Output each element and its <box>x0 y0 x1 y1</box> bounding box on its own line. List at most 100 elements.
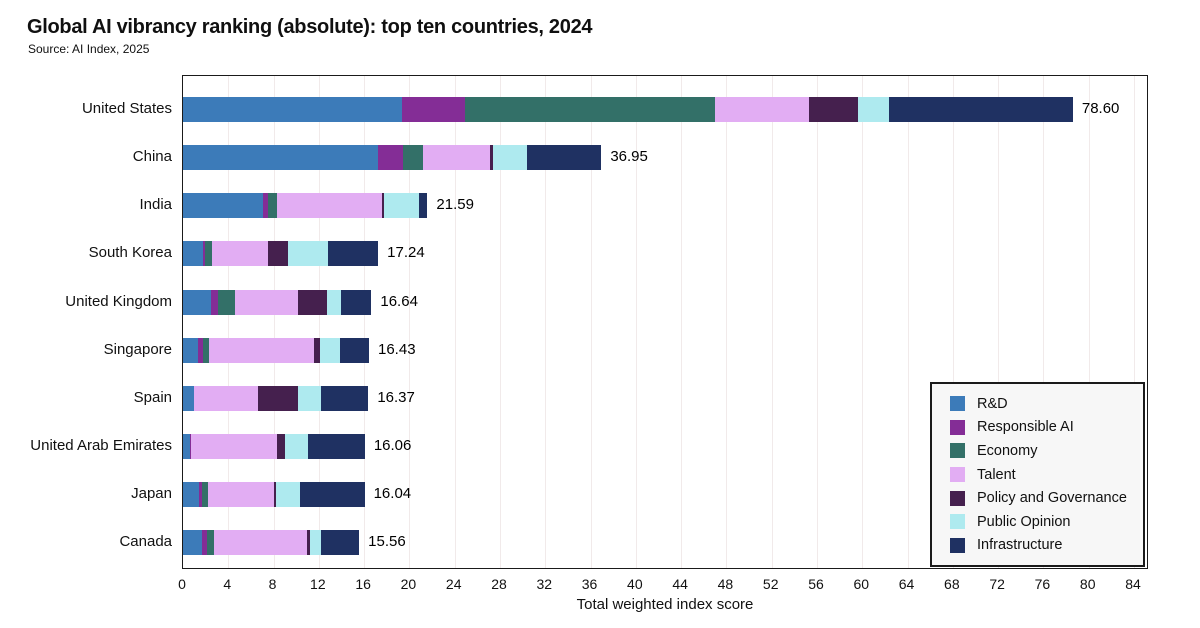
bar-segment <box>183 97 402 122</box>
x-tick-label: 72 <box>989 576 1005 592</box>
legend-swatch <box>950 467 965 483</box>
gridline <box>228 76 230 568</box>
plot-area <box>182 75 1148 569</box>
bar-segment <box>202 337 210 363</box>
bar-segment <box>313 337 320 363</box>
bar-segment <box>183 337 199 363</box>
bar-segment <box>194 385 258 411</box>
bar-segment <box>183 385 194 411</box>
bar-row <box>183 385 369 411</box>
legend-label: R&D <box>977 395 1008 412</box>
bar-segment <box>526 145 602 171</box>
legend-swatch <box>950 537 965 553</box>
bar-segment <box>340 337 369 363</box>
bar-segment <box>287 241 329 267</box>
country-label: United Arab Emirates <box>30 437 172 455</box>
bar-segment <box>198 337 203 363</box>
bar-segment <box>401 97 465 122</box>
legend-items: R&D Responsible AI Economy Talent Policy and… <box>942 392 1133 557</box>
bar-segment <box>267 241 288 267</box>
gridline <box>318 76 320 568</box>
gridline <box>454 76 456 568</box>
gridline <box>1088 76 1090 568</box>
legend: R&D Responsible AI Economy Talent Policy and… <box>930 382 1145 568</box>
country-label: United States <box>81 100 172 117</box>
bar-segment <box>341 289 372 315</box>
gridline <box>771 76 773 568</box>
x-tick-label: 40 <box>627 576 643 592</box>
bar-segment <box>183 482 200 508</box>
gridline <box>681 76 683 568</box>
bar-total-label: 78.60 <box>1081 100 1120 117</box>
gridline <box>1134 76 1135 568</box>
bar-total-label: 16.06 <box>373 437 412 455</box>
x-tick-label: 80 <box>1079 576 1096 592</box>
country-label: Canada <box>119 533 172 551</box>
bar-segment <box>299 482 365 508</box>
legend-swatch <box>950 514 965 530</box>
gridline <box>364 76 366 568</box>
bar-segment <box>234 289 299 315</box>
bar-segment <box>199 482 202 508</box>
bar-segment <box>206 530 215 556</box>
x-tick-label: 20 <box>400 576 417 592</box>
legend-item: Policy and Governance <box>942 486 1133 510</box>
bar-segment <box>209 337 314 363</box>
legend-label: Infrastructure <box>977 537 1063 554</box>
bar-segment <box>208 482 274 508</box>
legend-item: Infrastructure <box>942 534 1133 558</box>
bar-segment <box>809 97 858 122</box>
bar-row <box>183 241 379 267</box>
bar-segment <box>183 145 378 171</box>
bar-segment <box>307 434 365 460</box>
bar-segment <box>201 530 207 556</box>
x-tick-label: 56 <box>808 576 824 592</box>
bar-segment <box>183 241 203 267</box>
x-tick-label: 12 <box>310 576 326 592</box>
legend-item: R&D <box>942 392 1133 416</box>
legend-swatch <box>950 396 965 412</box>
bar-segment <box>183 193 264 219</box>
x-axis-title: Total weighted index score <box>576 596 754 613</box>
gridline <box>635 76 637 568</box>
legend-label: Responsible AI <box>977 419 1074 436</box>
bar-row <box>183 193 428 219</box>
legend-swatch <box>950 443 965 459</box>
bar-row <box>183 97 1073 122</box>
bar-segment <box>328 241 379 267</box>
legend-label: Public Opinion <box>977 513 1071 530</box>
bar-segment <box>210 289 219 315</box>
bar-segment <box>492 145 527 171</box>
gridline <box>817 76 818 568</box>
country-label: Spain <box>133 388 172 406</box>
bar-segment <box>889 97 1073 122</box>
gridline <box>1043 76 1045 568</box>
gridline <box>952 76 954 568</box>
bar-segment <box>297 385 322 411</box>
bar-segment <box>319 337 340 363</box>
gridline <box>862 76 864 568</box>
legend-swatch <box>950 490 965 506</box>
x-tick-label: 84 <box>1125 576 1141 592</box>
bar-segment <box>464 97 716 122</box>
x-tick-label: 8 <box>268 576 277 592</box>
bar-segment <box>298 289 328 315</box>
legend-label: Talent <box>977 466 1016 483</box>
x-tick-label: 44 <box>672 576 688 592</box>
bar-segment <box>402 145 423 171</box>
gridline <box>907 76 909 568</box>
x-tick-label: 4 <box>223 576 232 592</box>
bar-segment <box>276 193 382 219</box>
bar-segment <box>274 482 277 508</box>
bar-total-label: 21.59 <box>436 196 474 214</box>
legend-item: Talent <box>942 463 1133 487</box>
bar-segment <box>257 385 298 411</box>
bar-segment <box>202 241 206 267</box>
legend-item: Public Opinion <box>942 510 1133 534</box>
bar-total-label: 16.04 <box>373 485 412 503</box>
x-tick-label: 60 <box>853 576 870 592</box>
gridline <box>590 76 592 568</box>
legend-swatch <box>950 419 965 435</box>
bar-segment <box>419 193 428 219</box>
gridline <box>409 76 411 568</box>
